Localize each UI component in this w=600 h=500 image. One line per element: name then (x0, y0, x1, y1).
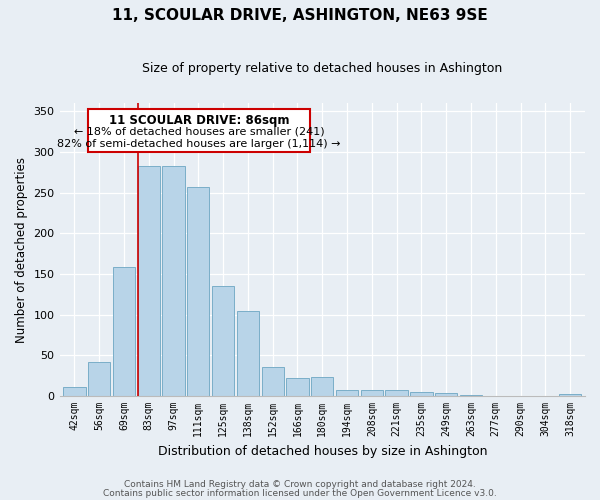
Text: Contains HM Land Registry data © Crown copyright and database right 2024.: Contains HM Land Registry data © Crown c… (124, 480, 476, 489)
Bar (385, 390, 408, 396)
Text: ← 18% of detached houses are smaller (241): ← 18% of detached houses are smaller (24… (74, 126, 324, 136)
Bar (88, 362, 110, 396)
Bar (63, 387, 86, 396)
Bar (435, 393, 457, 396)
Bar (286, 378, 308, 396)
Text: 82% of semi-detached houses are larger (1,114) →: 82% of semi-detached houses are larger (… (57, 139, 341, 149)
Text: 11, SCOULAR DRIVE, ASHINGTON, NE63 9SE: 11, SCOULAR DRIVE, ASHINGTON, NE63 9SE (112, 8, 488, 22)
Text: Contains public sector information licensed under the Open Government Licence v3: Contains public sector information licen… (103, 488, 497, 498)
X-axis label: Distribution of detached houses by size in Ashington: Distribution of detached houses by size … (158, 444, 487, 458)
Bar (262, 367, 284, 396)
Bar (237, 312, 259, 396)
Bar (559, 394, 581, 396)
Y-axis label: Number of detached properties: Number of detached properties (15, 156, 28, 342)
Bar (311, 378, 334, 396)
Bar (113, 268, 135, 396)
Title: Size of property relative to detached houses in Ashington: Size of property relative to detached ho… (142, 62, 502, 76)
Bar (137, 166, 160, 396)
Bar (410, 392, 433, 396)
Bar (460, 395, 482, 396)
Bar (212, 286, 234, 396)
Text: 11 SCOULAR DRIVE: 86sqm: 11 SCOULAR DRIVE: 86sqm (109, 114, 289, 126)
Bar (187, 187, 209, 396)
Bar (336, 390, 358, 396)
Bar (163, 166, 185, 396)
Bar (361, 390, 383, 396)
FancyBboxPatch shape (88, 109, 310, 152)
